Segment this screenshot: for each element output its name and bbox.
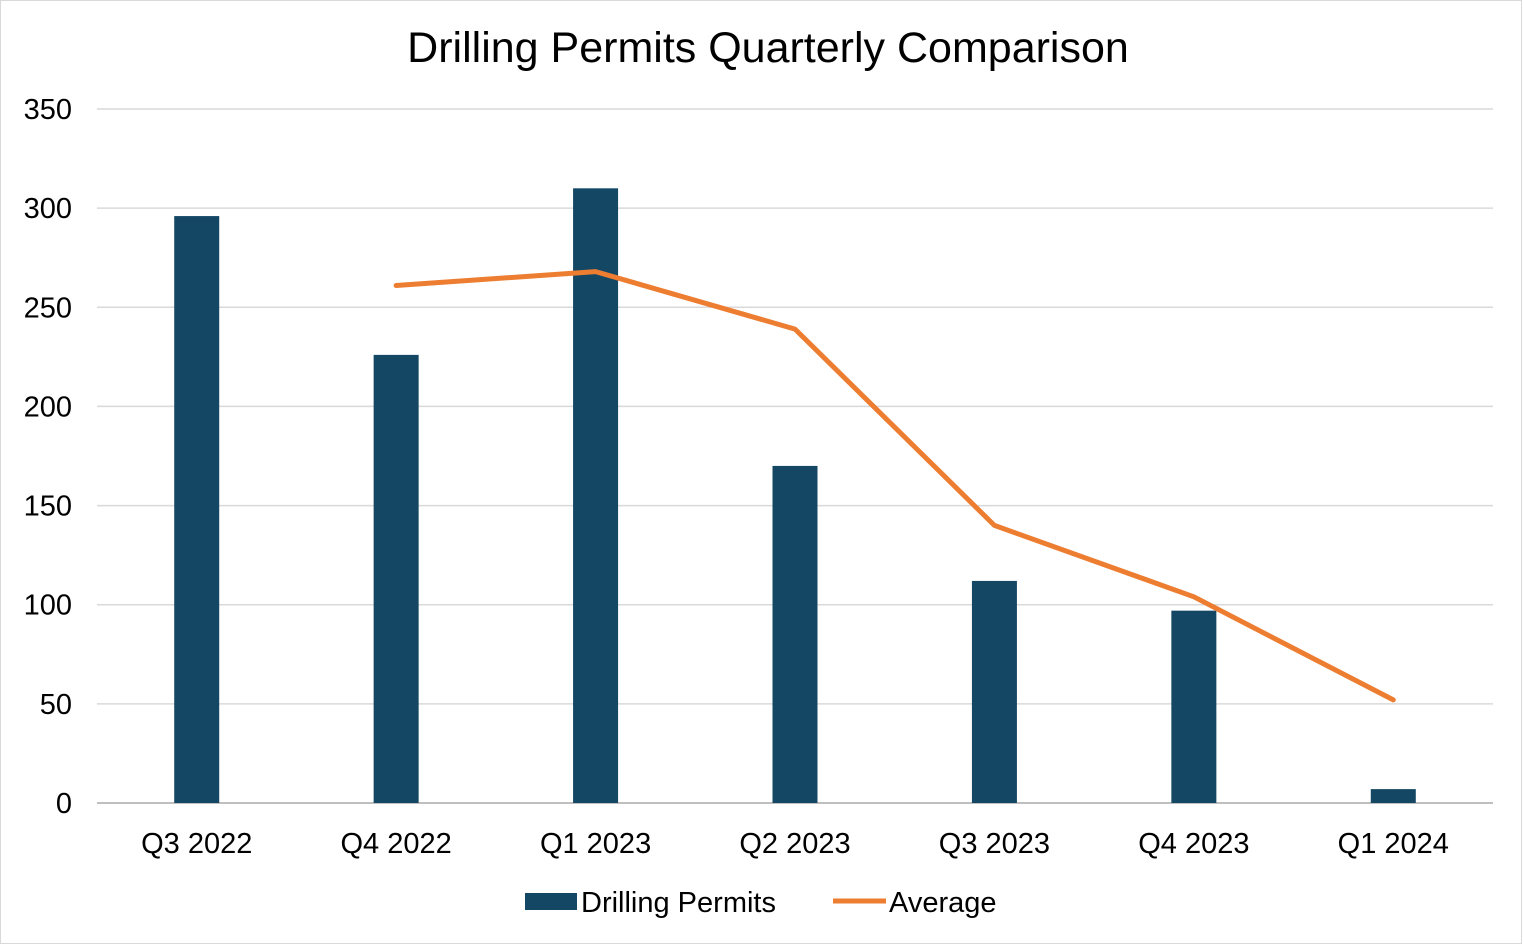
legend: Drilling Permits Average xyxy=(525,887,997,919)
legend-swatch-drilling-permits xyxy=(525,893,577,910)
bar-q1-2024 xyxy=(1370,789,1416,803)
y-tick-label: 50 xyxy=(40,689,72,721)
chart-title: Drilling Permits Quarterly Comparison xyxy=(407,24,1129,72)
y-tick-label: 250 xyxy=(24,292,72,324)
y-tick-label: 350 xyxy=(24,94,72,126)
x-tick-label: Q3 2023 xyxy=(939,828,1050,860)
bar-series xyxy=(174,188,1416,804)
y-tick-label: 200 xyxy=(24,391,72,423)
average-line xyxy=(393,269,1396,703)
bar-q3-2022 xyxy=(174,216,220,803)
gridlines xyxy=(97,108,1493,804)
bar-q4-2022 xyxy=(373,354,419,803)
x-axis-ticks: Q3 2022 Q4 2022 Q1 2023 Q2 2023 Q3 2023 Q4 20… xyxy=(141,828,1449,860)
y-tick-label: 300 xyxy=(24,193,72,225)
bar-q4-2023 xyxy=(1171,610,1217,803)
line-series xyxy=(393,269,1396,703)
x-tick-label: Q3 2022 xyxy=(141,828,252,860)
x-tick-label: Q4 2023 xyxy=(1138,828,1249,860)
bar-q3-2023 xyxy=(971,580,1017,803)
x-tick-label: Q4 2022 xyxy=(341,828,452,860)
y-tick-label: 100 xyxy=(24,590,72,622)
y-tick-label: 0 xyxy=(56,788,72,820)
x-tick-label: Q2 2023 xyxy=(739,828,850,860)
bar-q1-2023 xyxy=(573,188,619,804)
y-axis-ticks: 0 50 100 150 200 250 300 350 xyxy=(24,94,72,820)
x-tick-label: Q1 2023 xyxy=(540,828,651,860)
bar-q2-2023 xyxy=(772,465,818,803)
legend-label-drilling-permits: Drilling Permits xyxy=(581,887,776,919)
x-tick-label: Q1 2024 xyxy=(1338,828,1449,860)
y-tick-label: 150 xyxy=(24,491,72,523)
legend-label-average: Average xyxy=(889,887,997,919)
